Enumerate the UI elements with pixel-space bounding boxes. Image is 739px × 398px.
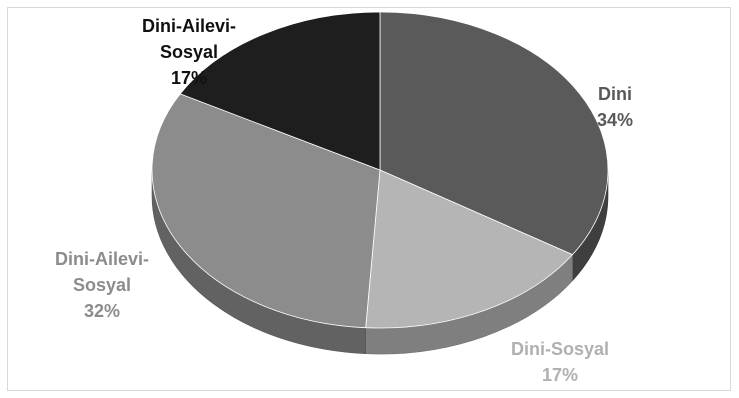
slice-name: Sosyal	[73, 275, 131, 295]
slice-name: Dini	[598, 84, 632, 104]
pie-tops	[151, 11, 609, 329]
pie-slice-3	[179, 11, 381, 171]
slice-name: Sosyal	[160, 42, 218, 62]
pie-slice-1	[365, 169, 574, 329]
slice-name: Dini-Ailevi-	[142, 16, 236, 36]
slice-name: Dini-Ailevi-	[55, 249, 149, 269]
slice-percent: 34%	[597, 110, 633, 130]
slice-percent: 17%	[171, 68, 207, 88]
slice-percent: 32%	[84, 301, 120, 321]
pie-slice-2	[151, 93, 381, 329]
slice-name: Dini-Sosyal	[511, 339, 609, 359]
slice-label-3: Dini-Ailevi- Sosyal 17%	[142, 16, 236, 88]
slice-percent: 17%	[542, 365, 578, 385]
pie-slice-0	[379, 11, 609, 256]
slice-label-0: Dini 34%	[597, 84, 633, 130]
slice-label-2: Dini-Ailevi- Sosyal 32%	[55, 249, 149, 321]
slice-label-1: Dini-Sosyal 17%	[511, 339, 609, 385]
pie-labels: Dini 34% Dini-Sosyal 17% Dini-Ailevi- Sosyal 3…	[55, 16, 633, 385]
